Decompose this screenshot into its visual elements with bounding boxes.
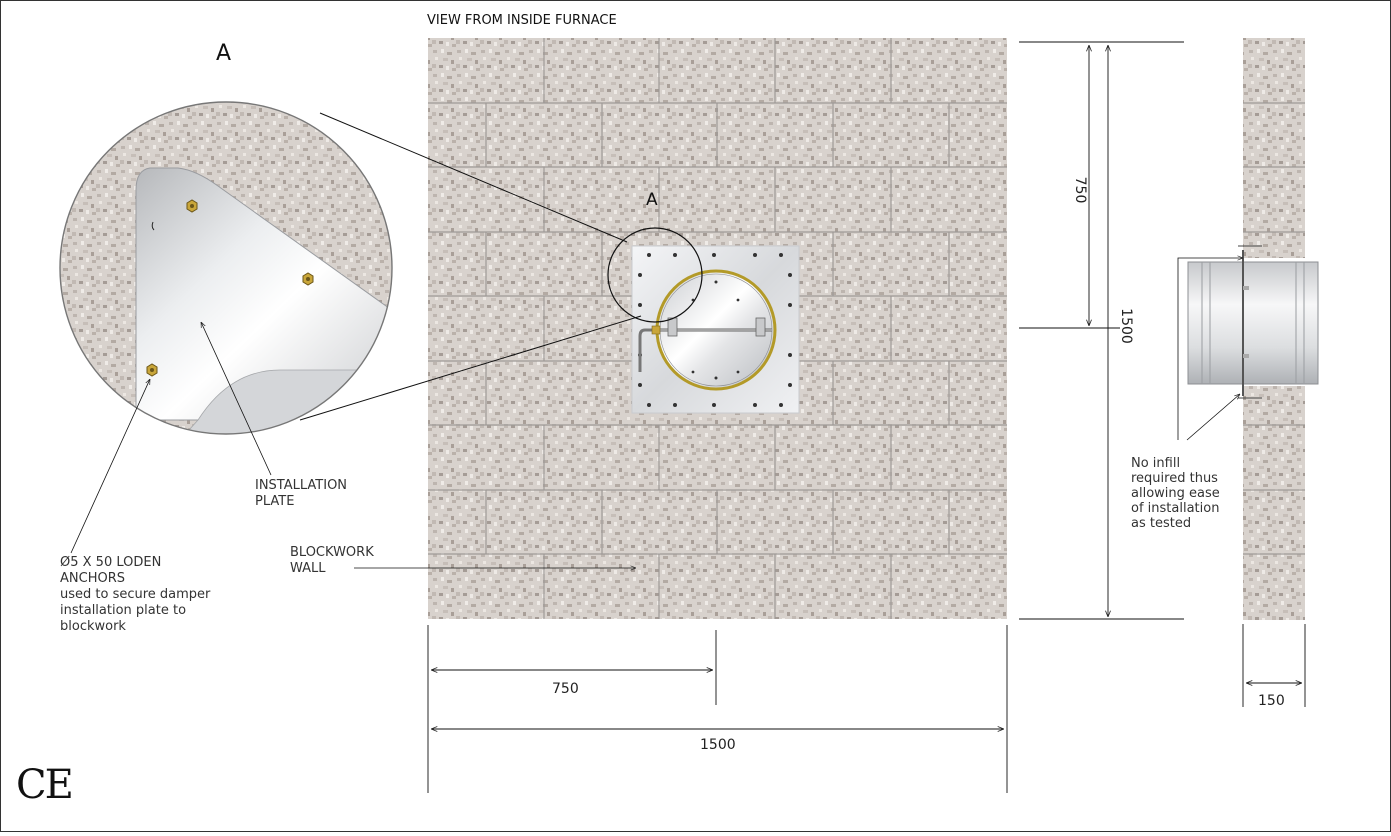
damper-blade	[638, 269, 777, 391]
dim-750-horizontal: 750	[552, 681, 579, 697]
anchors-label: Ø5 X 50 LODEN ANCHORS used to secure dam…	[60, 555, 211, 634]
blockwork-wall-front	[428, 38, 1007, 619]
infill-leader-bottom	[1186, 394, 1240, 441]
damper-duct-section	[1187, 261, 1319, 385]
detail-a-marker: A	[646, 190, 658, 210]
installation-plate-label: INSTALLATION PLATE	[255, 478, 348, 509]
blockwork-wall-label: BLOCKWORK WALL	[290, 545, 374, 576]
dim-150-thickness: 150	[1258, 693, 1285, 709]
zoom-connector-bottom	[299, 315, 642, 421]
dim-1500-horizontal: 1500	[700, 737, 736, 753]
installation-plate-leader	[201, 322, 272, 476]
dim-1500-vertical: 1500	[1118, 308, 1134, 344]
detail-a-title: A	[216, 41, 232, 66]
detail-a-zoom	[59, 101, 393, 435]
vertical-dimensions	[1019, 41, 1184, 620]
detail-a-callout-circle	[607, 227, 703, 323]
anchors-leader	[70, 379, 150, 554]
infill-leader-top	[1177, 258, 1243, 440]
dim-750-vertical: 750	[1072, 176, 1088, 204]
loden-anchor-icons	[146, 199, 314, 377]
view-title: VIEW FROM INSIDE FURNACE	[427, 13, 617, 28]
horizontal-dimensions	[427, 624, 1306, 793]
ce-mark: CE	[16, 762, 74, 808]
wall-section-view	[1187, 38, 1319, 620]
infill-note: No infill required thus allowing ease of…	[1131, 456, 1220, 531]
zoom-connector-top	[319, 112, 628, 243]
mortar-joints	[428, 38, 1007, 619]
